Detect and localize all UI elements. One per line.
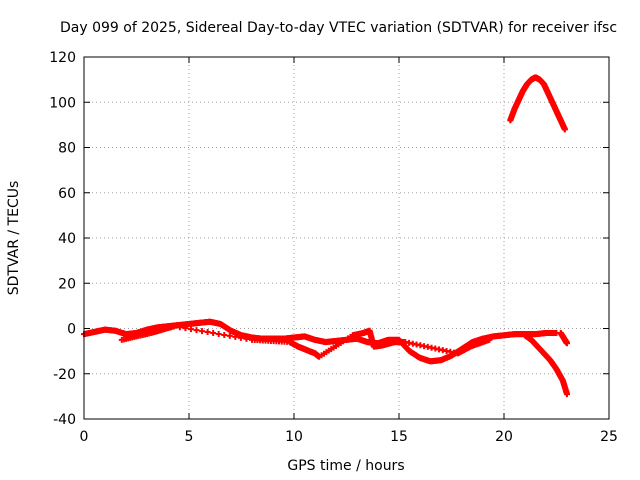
x-tick-label: 25 — [600, 429, 618, 445]
y-axis-label: SDTVAR / TECUs — [6, 181, 22, 296]
y-tick-label: 100 — [49, 95, 76, 111]
x-tick-label: 0 — [80, 429, 89, 445]
data-point — [204, 329, 211, 336]
y-tick-label: 60 — [58, 186, 76, 202]
data-point — [176, 324, 183, 331]
x-tick-label: 15 — [390, 429, 408, 445]
data-point — [193, 327, 200, 334]
data-point — [564, 340, 570, 347]
data-point — [564, 391, 570, 398]
series-late-small-branch — [557, 330, 570, 347]
data-point — [226, 332, 233, 339]
data-point — [187, 326, 194, 333]
data-point — [210, 330, 217, 337]
data-point — [237, 334, 244, 341]
y-tick-label: 80 — [58, 141, 76, 157]
y-tick-label: -20 — [53, 367, 76, 383]
grid-lines — [84, 57, 609, 419]
data-point — [171, 323, 178, 330]
data-point — [561, 126, 568, 133]
y-tick-label: 0 — [67, 322, 76, 338]
data-point — [232, 333, 239, 340]
data-point — [215, 330, 222, 337]
series-secondary-scatter — [118, 323, 493, 360]
data-points — [81, 74, 570, 398]
axis-ticks: 0 5 10 15 20 25 -40 -20 0 20 40 60 80 100 120 — [49, 50, 618, 445]
x-tick-label: 10 — [285, 429, 303, 445]
x-axis-label: GPS time / hours — [287, 458, 404, 474]
y-tick-label: 20 — [58, 276, 76, 292]
x-tick-label: 5 — [185, 429, 194, 445]
y-tick-label: -40 — [53, 412, 76, 428]
data-point — [182, 325, 189, 332]
plot-frame — [83, 56, 610, 420]
data-point — [221, 331, 228, 338]
data-point — [243, 335, 250, 342]
data-point — [199, 328, 206, 335]
data-point — [486, 336, 493, 343]
x-tick-label: 20 — [495, 429, 513, 445]
y-tick-label: 120 — [49, 50, 76, 66]
y-tick-label: 40 — [58, 231, 76, 247]
series-late-descending-track — [522, 332, 570, 398]
chart-title: Day 099 of 2025, Sidereal Day-to-day VTE… — [60, 20, 617, 36]
series-high-arc — [507, 74, 568, 133]
